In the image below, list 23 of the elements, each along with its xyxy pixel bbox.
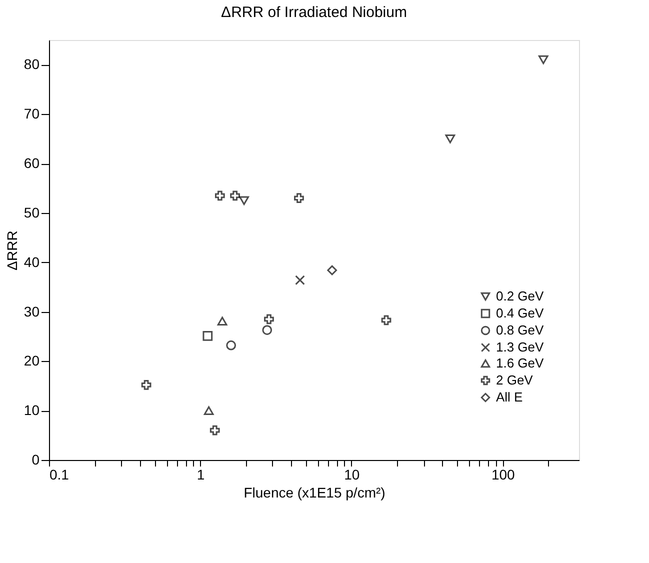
y-tick-label: 60 — [24, 155, 40, 172]
x-tick-label: 0.1 — [50, 466, 70, 482]
legend-label: 0.4 GeV — [496, 306, 544, 320]
y-axis-title: ΔRRR — [4, 230, 20, 270]
y-tick-label: 0 — [32, 452, 40, 468]
x-tick-label: 100 — [491, 466, 516, 482]
y-tick-label: 50 — [24, 204, 40, 220]
legend-label: All E — [496, 390, 524, 404]
x-tick-label: 1 — [196, 466, 205, 482]
y-tick-label: 10 — [24, 402, 40, 418]
legend-label: 0.2 GeV — [496, 288, 544, 304]
legend-label: 1.3 GeV — [496, 340, 544, 354]
y-tick-label: 80 — [24, 56, 40, 72]
chart-title: ΔRRR of Irradiated Niobium — [221, 4, 407, 21]
y-tick-label: 20 — [24, 352, 40, 369]
y-tick-label: 30 — [24, 303, 40, 320]
y-tick-label: 40 — [24, 254, 40, 270]
y-tick-label: 70 — [24, 106, 40, 122]
x-axis-title: Fluence (x1E15 p/cm²) — [244, 484, 386, 500]
x-tick-label: 10 — [344, 466, 360, 482]
legend-label: 1.6 GeV — [496, 356, 544, 370]
legend-label: 2 GeV — [496, 372, 534, 388]
legend-label: 0.8 GeV — [496, 322, 544, 338]
